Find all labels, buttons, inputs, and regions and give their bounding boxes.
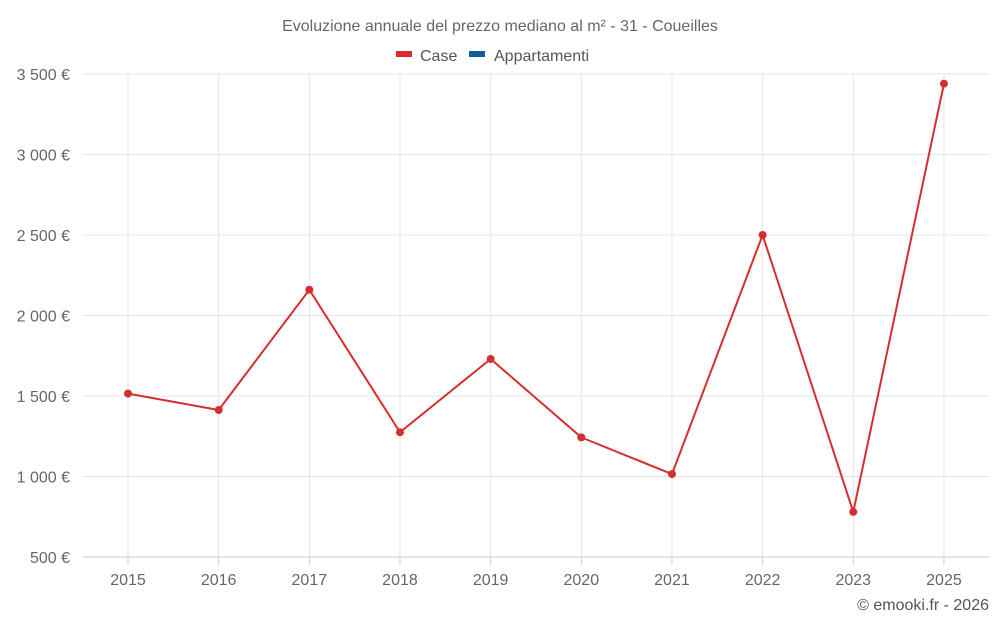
y-tick-label: 1 000 € — [17, 470, 70, 487]
x-tick-label: 2018 — [382, 572, 418, 589]
y-tick-label: 3 000 € — [17, 148, 70, 165]
data-point[interactable] — [214, 406, 223, 415]
legend-swatch-appartamenti — [469, 51, 485, 57]
data-point[interactable] — [667, 470, 676, 479]
y-tick-label: 1 500 € — [17, 389, 70, 406]
legend-item-case[interactable]: Case — [396, 48, 457, 65]
data-point[interactable] — [486, 354, 495, 363]
x-tick-label: 2017 — [292, 572, 328, 589]
legend-label-case: Case — [420, 48, 457, 65]
legend-label-appartamenti: Appartamenti — [494, 48, 589, 65]
legend-item-appartamenti[interactable]: Appartamenti — [469, 48, 589, 65]
x-tick-label: 2022 — [745, 572, 781, 589]
data-point[interactable] — [395, 428, 404, 437]
x-tick-label: 2019 — [473, 572, 509, 589]
credit-text: © emooki.fr - 2026 — [857, 597, 989, 614]
x-tick-label: 2025 — [926, 572, 962, 589]
x-tick-label: 2023 — [835, 572, 871, 589]
data-point[interactable] — [849, 507, 858, 516]
legend: Case Appartamenti — [396, 48, 589, 65]
x-tick-label: 2020 — [564, 572, 600, 589]
y-tick-label: 2 000 € — [17, 309, 70, 326]
x-tick-label: 2016 — [201, 572, 237, 589]
series-line-case — [127, 83, 945, 513]
data-point[interactable] — [124, 389, 132, 398]
y-tick-label: 3 500 € — [17, 67, 70, 84]
data-point[interactable] — [758, 231, 767, 239]
series — [124, 79, 948, 516]
y-tick-label: 500 € — [30, 550, 70, 567]
data-point[interactable] — [305, 285, 314, 294]
y-tick-label: 2 500 € — [17, 228, 70, 245]
data-point[interactable] — [939, 79, 948, 88]
grid — [83, 73, 989, 558]
x-tick-label: 2015 — [110, 572, 146, 589]
data-point[interactable] — [577, 433, 586, 442]
axes — [83, 556, 989, 565]
tick-labels: 500 € 1 000 € 1 500 € 2 000 € 2 500 € 3 000 €… — [17, 67, 962, 589]
x-tick-label: 2021 — [654, 572, 690, 589]
chart-title: Evoluzione annuale del prezzo mediano al… — [282, 18, 718, 35]
legend-swatch-case — [396, 51, 412, 57]
